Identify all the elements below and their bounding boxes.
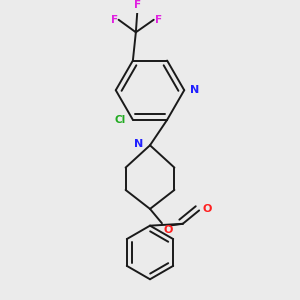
Text: O: O <box>203 204 212 214</box>
Text: N: N <box>134 139 143 149</box>
Text: F: F <box>134 0 141 10</box>
Text: F: F <box>154 15 162 25</box>
Text: F: F <box>111 15 118 25</box>
Text: Cl: Cl <box>114 115 125 125</box>
Text: O: O <box>164 225 173 235</box>
Text: N: N <box>190 85 200 95</box>
